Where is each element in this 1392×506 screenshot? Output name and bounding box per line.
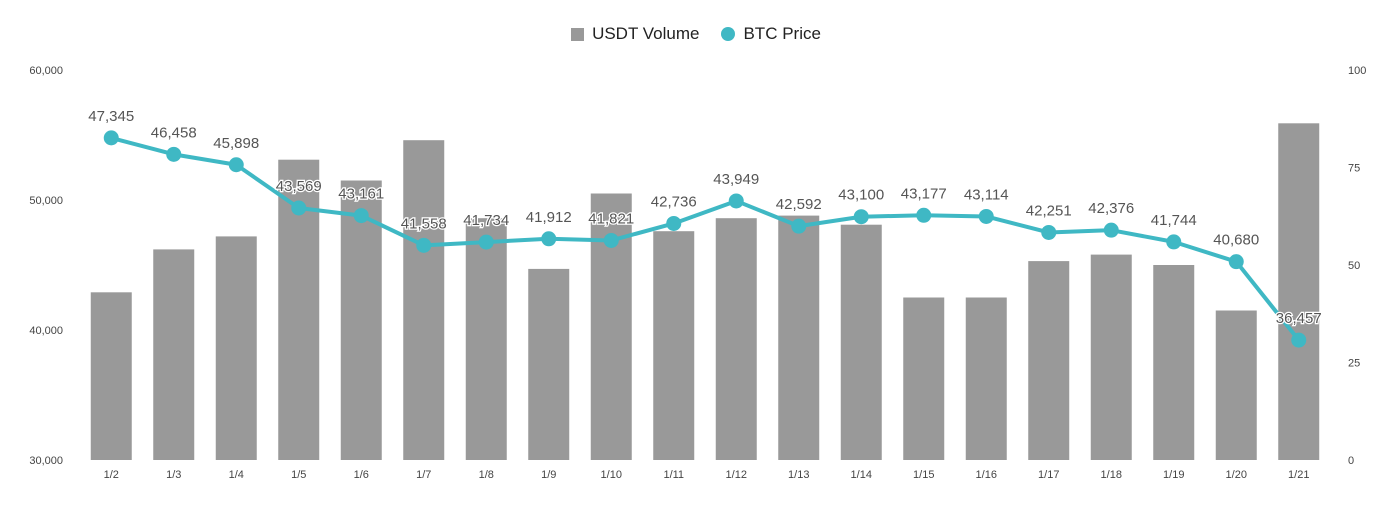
x-tick-label: 1/18	[1101, 469, 1122, 481]
point-btc-price[interactable]	[1166, 234, 1182, 250]
point-btc-price[interactable]	[791, 218, 807, 234]
data-label-btc-price: 43,177	[901, 185, 947, 202]
bar-usdt-volume[interactable]	[153, 249, 195, 460]
bar-usdt-volume[interactable]	[840, 224, 882, 460]
legend-swatch-usdt-volume	[571, 27, 585, 41]
point-btc-price[interactable]	[541, 231, 557, 247]
x-tick-label: 1/13	[788, 469, 809, 481]
y-left-tick-label: 30,000	[29, 455, 63, 467]
x-tick-label: 1/10	[601, 469, 622, 481]
x-tick-label: 1/11	[663, 469, 684, 481]
point-btc-price[interactable]	[103, 130, 119, 146]
bar-usdt-volume[interactable]	[1278, 123, 1320, 461]
bar-usdt-volume[interactable]	[340, 180, 382, 461]
bar-usdt-volume[interactable]	[653, 231, 695, 460]
x-tick-label: 1/4	[229, 469, 244, 481]
bar-usdt-volume[interactable]	[90, 292, 132, 460]
x-tick-label: 1/3	[166, 469, 181, 481]
point-btc-price[interactable]	[666, 215, 682, 231]
legend-item-usdt-volume[interactable]: USDT Volume	[571, 24, 699, 44]
bar-usdt-volume[interactable]	[1090, 254, 1132, 460]
y-right-tick-label: 50	[1348, 260, 1360, 272]
bar-usdt-volume[interactable]	[403, 140, 445, 460]
point-btc-price[interactable]	[603, 232, 619, 248]
data-label-btc-price: 41,821	[588, 210, 634, 227]
x-tick-label: 1/8	[479, 469, 494, 481]
line-btc-price	[110, 135, 1301, 342]
point-btc-price[interactable]	[728, 193, 744, 209]
data-label-btc-price: 42,592	[776, 196, 822, 213]
point-btc-price[interactable]	[1103, 222, 1119, 238]
data-label-btc-price: 41,558	[401, 215, 447, 232]
data-label-btc-price: 43,114	[964, 186, 1009, 203]
x-tick-label: 1/12	[726, 469, 747, 481]
bar-usdt-volume[interactable]	[528, 268, 570, 460]
x-tick-label: 1/16	[976, 469, 997, 481]
data-label-btc-price: 41,734	[463, 212, 509, 229]
data-label-btc-price: 43,949	[713, 171, 759, 188]
x-tick-label: 1/15	[913, 469, 934, 481]
legend-swatch-btc-price	[721, 27, 736, 41]
data-label-btc-price: 43,100	[838, 187, 884, 204]
bar-usdt-volume[interactable]	[715, 218, 757, 460]
x-tick-label: 1/6	[354, 469, 369, 481]
point-btc-price[interactable]	[1291, 332, 1307, 348]
point-btc-price[interactable]	[291, 200, 307, 216]
y-right-tick-label: 25	[1348, 358, 1360, 370]
point-btc-price[interactable]	[166, 146, 182, 162]
y-left-tick-label: 40,000	[29, 325, 63, 337]
x-tick-label: 1/21	[1288, 469, 1309, 481]
x-tick-label: 1/2	[104, 469, 119, 481]
bar-usdt-volume[interactable]	[465, 218, 507, 460]
x-tick-label: 1/14	[851, 469, 872, 481]
point-btc-price[interactable]	[978, 208, 994, 224]
bar-usdt-volume[interactable]	[215, 236, 257, 460]
data-label-btc-price: 36,457	[1276, 310, 1322, 327]
y-right-tick-label: 0	[1348, 455, 1354, 467]
point-btc-price[interactable]	[478, 234, 494, 250]
data-label-btc-price: 47,345	[88, 108, 134, 125]
point-btc-price[interactable]	[1228, 254, 1244, 270]
y-right-tick-label: 100	[1348, 65, 1366, 77]
data-label-btc-price: 42,736	[651, 193, 697, 210]
legend-label-usdt-volume: USDT Volume	[592, 24, 700, 43]
data-label-btc-price: 41,912	[526, 209, 572, 226]
bar-usdt-volume[interactable]	[1215, 310, 1257, 461]
bar-usdt-volume[interactable]	[778, 215, 820, 460]
x-tick-label: 1/20	[1226, 469, 1247, 481]
data-label-btc-price: 46,458	[151, 124, 197, 141]
point-btc-price[interactable]	[416, 237, 432, 253]
legend-label-btc-price: BTC Price	[743, 24, 821, 43]
x-tick-label: 1/17	[1038, 469, 1059, 481]
x-tick-label: 1/5	[291, 469, 306, 481]
y-right-tick-label: 75	[1348, 163, 1360, 175]
data-label-btc-price: 43,569	[276, 178, 322, 195]
point-btc-price[interactable]	[353, 208, 369, 224]
data-label-btc-price: 45,898	[213, 135, 259, 152]
bar-usdt-volume[interactable]	[903, 297, 945, 461]
y-left-tick-label: 60,000	[29, 65, 63, 77]
point-btc-price[interactable]	[1041, 224, 1057, 240]
bar-usdt-volume[interactable]	[1028, 261, 1070, 460]
data-label-btc-price: 43,161	[338, 186, 384, 203]
bar-usdt-volume[interactable]	[1153, 265, 1195, 460]
x-tick-label: 1/9	[541, 469, 556, 481]
data-label-btc-price: 40,680	[1213, 232, 1259, 249]
x-tick-label: 1/7	[416, 469, 431, 481]
point-btc-price[interactable]	[916, 207, 932, 223]
data-label-btc-price: 41,744	[1151, 212, 1197, 229]
bar-usdt-volume[interactable]	[965, 297, 1007, 461]
point-btc-price[interactable]	[228, 157, 244, 173]
data-label-btc-price: 42,376	[1088, 200, 1134, 217]
point-btc-price[interactable]	[853, 209, 869, 225]
y-left-tick-label: 50,000	[29, 195, 63, 207]
legend: USDT Volume BTC Price	[0, 24, 1392, 44]
legend-item-btc-price[interactable]: BTC Price	[721, 24, 821, 44]
x-tick-label: 1/19	[1163, 469, 1184, 481]
data-label-btc-price: 42,251	[1026, 202, 1072, 219]
